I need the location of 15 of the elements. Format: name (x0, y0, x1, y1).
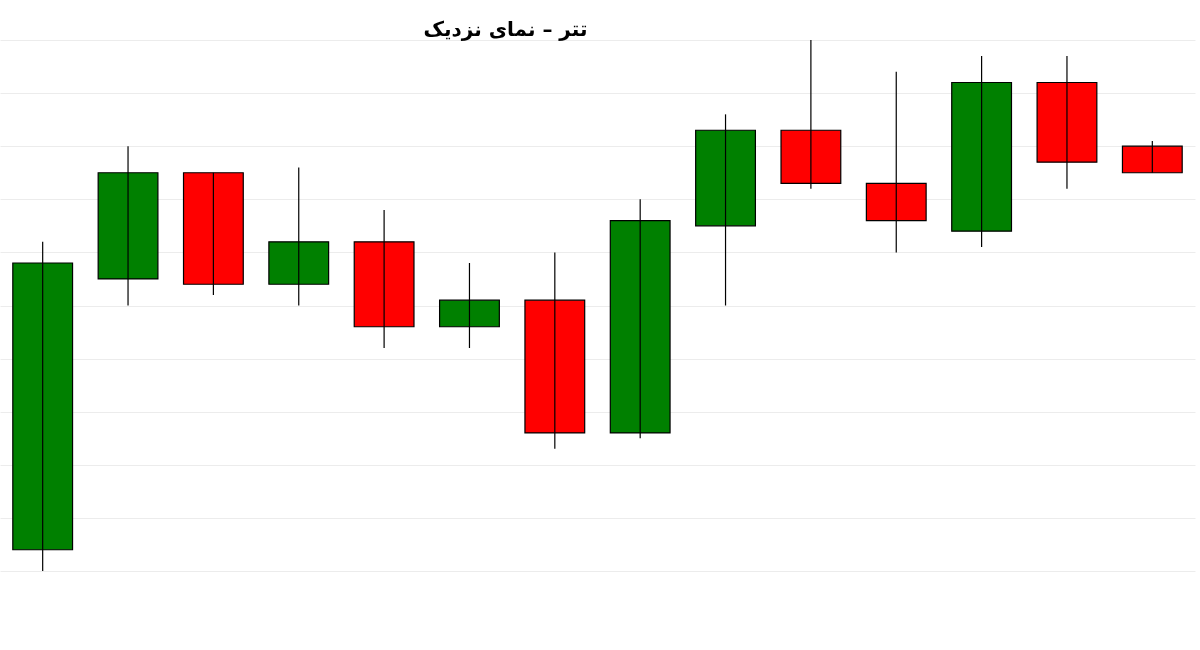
candlestick (182, 172, 244, 296)
candlestick (865, 71, 927, 253)
candlestick (609, 198, 671, 439)
candlestick (268, 166, 330, 307)
chart-title: تتر – نمای نزدیک (423, 17, 588, 42)
candlestick (524, 251, 586, 450)
candlestick (1036, 55, 1098, 190)
candlestick (951, 55, 1013, 248)
candlestick (12, 241, 74, 572)
candlestick (97, 145, 159, 307)
candlestick (438, 262, 500, 349)
candlestick (1121, 140, 1183, 174)
candlestick (780, 39, 842, 190)
candlestick (353, 209, 415, 349)
candlestick (695, 113, 757, 307)
